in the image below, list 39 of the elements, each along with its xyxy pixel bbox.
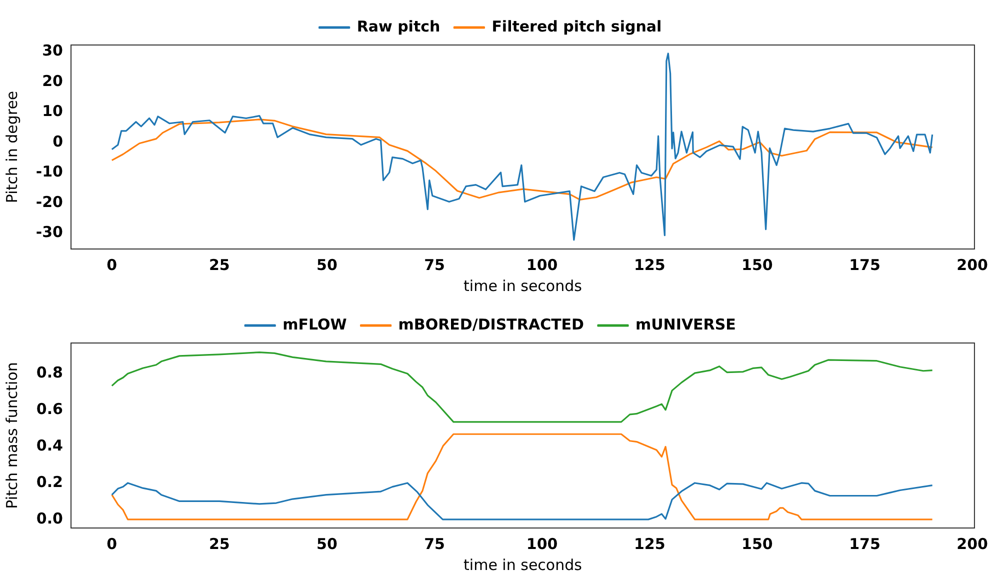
x-tick-label: 25 [208,534,230,553]
y-tick-label: 0.6 [36,400,63,418]
y-tick-label: -30 [36,223,63,242]
y-tick-label: 0.4 [36,436,63,454]
x-tick-label: 125 [634,256,666,274]
y-tick-label: 30 [42,42,63,60]
x-axis-title: time in seconds [464,556,582,574]
y-tick-label: 20 [42,72,63,90]
y-tick-label: 0.2 [36,472,63,491]
x-tick-label: 50 [316,256,338,274]
x-tick-label: 0 [106,534,118,553]
x-tick-label: 100 [526,534,558,553]
x-tick-label: 175 [849,534,880,553]
y-axis-title: Pitch in degree [2,90,21,204]
legend-label: mBORED/DISTRACTED [398,315,584,334]
x-tick-label: 100 [526,256,558,274]
y-tick-label: -20 [36,192,63,211]
x-tick-label: 150 [742,256,773,274]
x-tick-label: 150 [742,534,773,553]
x-tick-label: 175 [849,256,880,274]
legend-label: Filtered pitch signal [492,17,662,36]
legend-label: mUNIVERSE [636,315,736,334]
legend-label: mFLOW [282,315,348,334]
y-axis-title: Pitch mass function [2,362,21,509]
x-tick-label: 50 [316,534,338,553]
y-tick-label: 0 [52,132,63,150]
x-tick-label: 200 [956,534,988,553]
x-tick-label: 200 [956,256,988,274]
x-tick-label: 125 [634,534,666,553]
legend-label: Raw pitch [356,17,440,36]
x-tick-label: 25 [208,256,230,274]
y-tick-label: 10 [42,102,63,120]
x-tick-label: 75 [424,534,445,553]
x-tick-label: 75 [424,256,445,274]
y-tick-label: -10 [36,162,63,181]
x-axis-title: time in seconds [464,276,582,295]
x-tick-label: 0 [106,256,118,274]
y-tick-label: 0.0 [36,509,63,528]
y-tick-label: 0.8 [36,364,63,382]
